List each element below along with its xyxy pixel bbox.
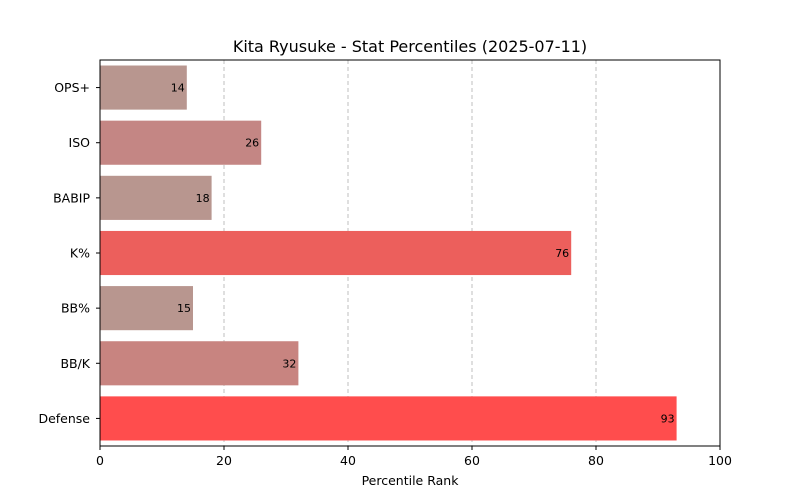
data-label: 18 bbox=[196, 192, 210, 205]
y-tick-label: BABIP bbox=[53, 190, 90, 205]
y-tick-label: K% bbox=[70, 246, 90, 261]
bar bbox=[100, 396, 677, 441]
y-tick-label: BB% bbox=[61, 301, 90, 316]
bar bbox=[100, 65, 187, 110]
x-tick-label: 0 bbox=[96, 453, 104, 468]
data-label: 26 bbox=[245, 137, 259, 150]
data-label: 14 bbox=[171, 82, 185, 95]
x-tick-label: 100 bbox=[708, 453, 732, 468]
y-tick-label: BB/K bbox=[60, 356, 90, 371]
bar bbox=[100, 230, 572, 276]
bar bbox=[100, 120, 262, 165]
data-label: 15 bbox=[177, 302, 191, 315]
x-tick-label: 20 bbox=[216, 453, 232, 468]
bar bbox=[100, 175, 212, 220]
x-axis-label: Percentile Rank bbox=[362, 473, 460, 488]
x-tick-label: 80 bbox=[588, 453, 604, 468]
x-ticks: 0 20 40 60 80 100 bbox=[96, 446, 732, 468]
y-tick-labels: OPS+ ISO BABIP K% BB% BB/K Defense bbox=[38, 80, 100, 426]
chart-title: Kita Ryusuke - Stat Percentiles (2025-07… bbox=[233, 37, 587, 56]
x-tick-label: 60 bbox=[464, 453, 480, 468]
y-tick-label: Defense bbox=[38, 411, 90, 426]
bar bbox=[100, 286, 193, 331]
bars: 14 26 18 76 15 32 93 bbox=[100, 65, 677, 441]
bar bbox=[100, 341, 299, 386]
data-label: 76 bbox=[555, 247, 569, 260]
y-tick-label: OPS+ bbox=[54, 80, 90, 95]
data-label: 32 bbox=[282, 357, 296, 370]
x-tick-label: 40 bbox=[340, 453, 356, 468]
data-label: 93 bbox=[661, 412, 675, 425]
plot-frame bbox=[99, 59, 721, 447]
y-tick-label: ISO bbox=[69, 135, 91, 150]
